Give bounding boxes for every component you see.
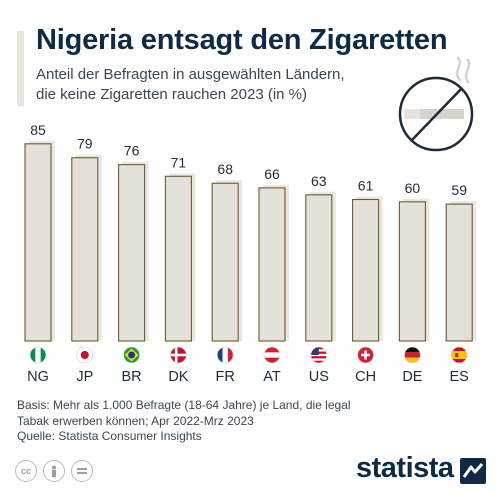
usa-flag-icon bbox=[310, 346, 328, 364]
footnote-line-2: Tabak erwerben können; Apr 2022-Mrz 2023 bbox=[17, 413, 254, 428]
value-label-fr: 68 bbox=[217, 161, 233, 177]
bar-br bbox=[118, 164, 146, 342]
bar-at bbox=[258, 187, 286, 342]
footnote-line-1: Basis: Mehr als 1.000 Befragte (18-64 Ja… bbox=[17, 398, 351, 412]
category-label-es: ES bbox=[450, 369, 469, 385]
page-title: Nigeria entsagt den Zigaretten bbox=[36, 24, 448, 56]
statista-logo-icon bbox=[460, 458, 486, 484]
subtitle-line-1: Anteil der Befragten in ausgewählten Län… bbox=[36, 66, 345, 83]
value-label-dk: 71 bbox=[171, 154, 187, 170]
value-label-at: 66 bbox=[264, 166, 280, 182]
austria-flag-icon bbox=[263, 346, 281, 364]
spain-flag-icon bbox=[450, 346, 468, 364]
switzerland-flag-icon bbox=[357, 346, 375, 364]
category-label-ch: CH bbox=[355, 369, 376, 385]
value-label-us: 63 bbox=[311, 173, 327, 189]
person-icon[interactable] bbox=[43, 460, 65, 482]
category-label-ng: NG bbox=[27, 369, 49, 385]
source-line: Quelle: Statista Consumer Insights bbox=[17, 429, 202, 443]
chart-subtitle: Anteil der Befragten in ausgewählten Län… bbox=[36, 65, 396, 105]
statista-logo-text[interactable]: statista bbox=[356, 452, 454, 484]
bar-fr bbox=[211, 182, 239, 342]
category-label-de: DE bbox=[402, 369, 422, 385]
value-label-jp: 79 bbox=[77, 136, 93, 152]
cc-icon[interactable]: cc bbox=[15, 460, 37, 482]
bar-de bbox=[398, 201, 426, 342]
chart-footnote: Basis: Mehr als 1.000 Befragte (18-64 Ja… bbox=[17, 398, 387, 445]
value-label-de: 60 bbox=[405, 180, 421, 196]
value-label-ch: 61 bbox=[358, 177, 374, 193]
bar-dk bbox=[164, 175, 192, 342]
value-label-es: 59 bbox=[451, 182, 467, 198]
bar-es bbox=[445, 203, 473, 342]
brazil-flag-icon bbox=[123, 346, 141, 364]
denmark-flag-icon bbox=[169, 346, 187, 364]
equals-icon[interactable] bbox=[71, 460, 93, 482]
bar-ch bbox=[352, 198, 380, 342]
category-label-at: AT bbox=[263, 369, 281, 385]
bar-ng bbox=[24, 143, 52, 342]
value-label-ng: 85 bbox=[30, 122, 46, 138]
bar-us bbox=[305, 194, 333, 342]
license-icons: cc bbox=[15, 460, 93, 482]
germany-flag-icon bbox=[403, 346, 421, 364]
category-label-jp: JP bbox=[76, 369, 93, 385]
bar-jp bbox=[71, 157, 99, 342]
no-smoking-icon bbox=[398, 56, 474, 152]
subtitle-line-2: die keine Zigaretten rauchen 2023 (in %) bbox=[36, 86, 307, 103]
japan-flag-icon bbox=[76, 346, 94, 364]
category-label-fr: FR bbox=[216, 369, 235, 385]
category-label-us: US bbox=[309, 369, 329, 385]
category-label-dk: DK bbox=[168, 369, 188, 385]
nigeria-flag-icon bbox=[29, 346, 47, 364]
value-label-br: 76 bbox=[124, 143, 140, 159]
category-label-br: BR bbox=[122, 369, 142, 385]
accent-bar bbox=[17, 31, 24, 106]
france-flag-icon bbox=[216, 346, 234, 364]
